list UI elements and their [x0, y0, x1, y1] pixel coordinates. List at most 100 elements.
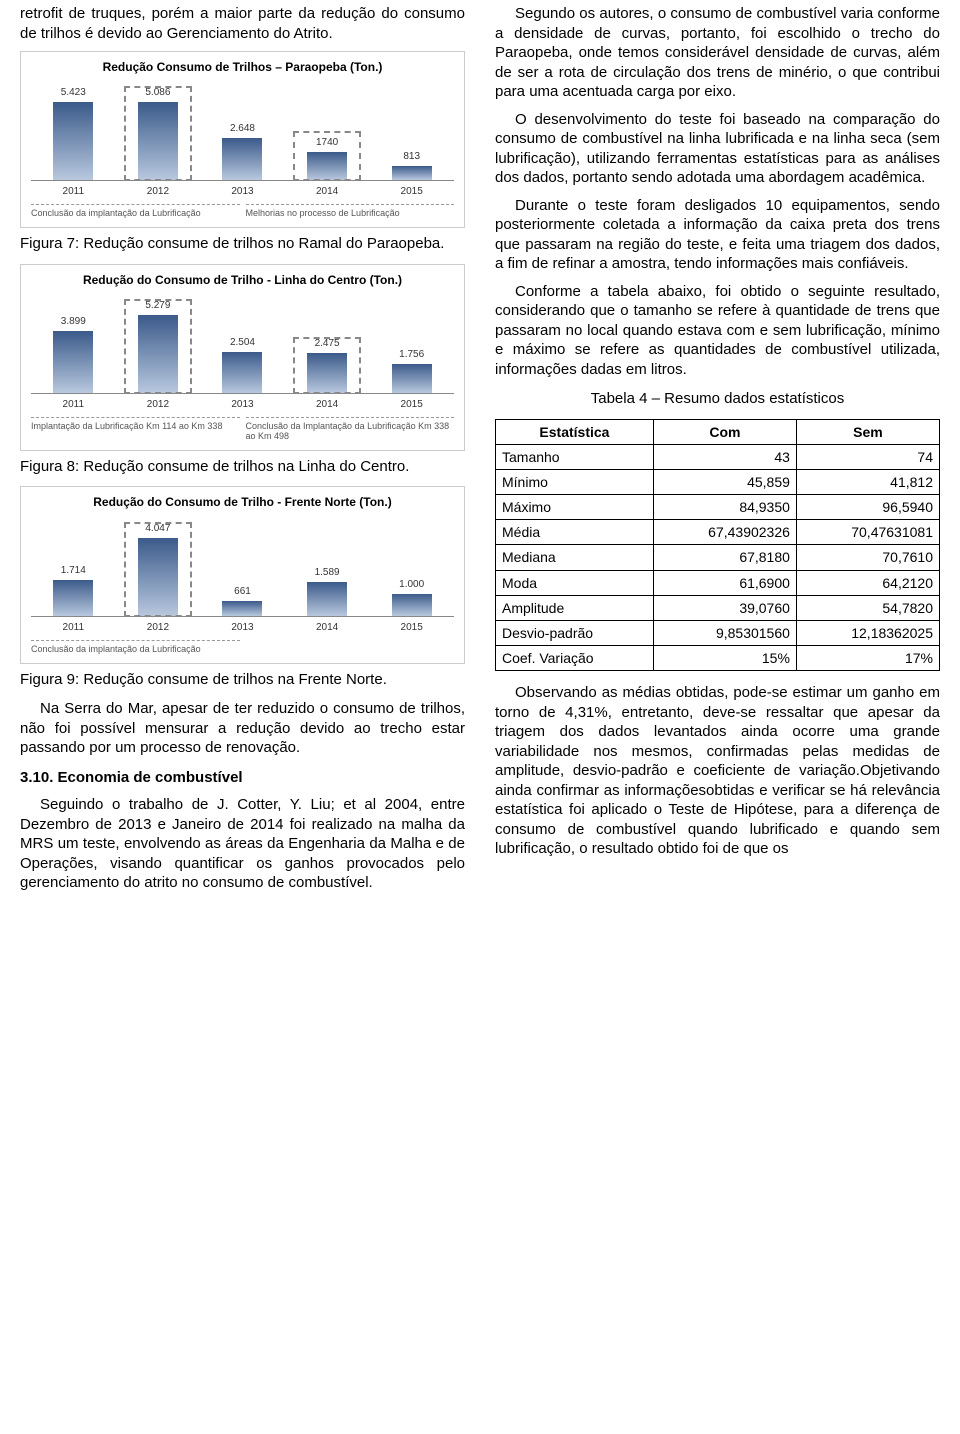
- chart-year: 2013: [200, 185, 285, 198]
- th-stat: Estatística: [496, 419, 654, 444]
- chart-note: Melhorias no processo de Lubrificação: [246, 204, 455, 219]
- td-sem: 54,7820: [796, 595, 939, 620]
- bar-slot: 2.648: [200, 86, 285, 180]
- right-para1: Segundo os autores, o consumo de combust…: [495, 4, 940, 102]
- chart-note: Conclusão da implantação da Lubrificação: [31, 640, 240, 655]
- bar: [138, 538, 178, 616]
- table-row: Máximo84,935096,5940: [496, 495, 940, 520]
- section-3-10: 3.10. Economia de combustível: [20, 768, 465, 788]
- td-com: 84,9350: [653, 495, 796, 520]
- fig9-caption: Figura 9: Redução consume de trilhos na …: [20, 670, 465, 690]
- bar-slot: 4.047: [116, 522, 201, 616]
- bar-value: 5.279: [145, 299, 170, 312]
- table-row: Moda61,690064,2120: [496, 570, 940, 595]
- chart-bars: 1.714 4.047 661 1.589 1.000: [31, 522, 454, 617]
- table-row: Desvio-padrão9,8530156012,18362025: [496, 621, 940, 646]
- td-sem: 17%: [796, 646, 939, 671]
- chart-title: Redução do Consumo de Trilho - Frente No…: [31, 495, 454, 509]
- stats-table: Estatística Com Sem Tamanho4374Mínimo45,…: [495, 419, 940, 672]
- right-para4: Conforme a tabela abaixo, foi obtido o s…: [495, 282, 940, 380]
- th-sem: Sem: [796, 419, 939, 444]
- bar: [53, 102, 93, 180]
- bar: [53, 331, 93, 393]
- chart-years: 20112012201320142015: [31, 621, 454, 634]
- td-com: 61,6900: [653, 570, 796, 595]
- table-row: Tamanho4374: [496, 444, 940, 469]
- chart-notes: Conclusão da implantação da Lubrificação…: [31, 204, 454, 219]
- chart-year: 2014: [285, 185, 370, 198]
- bar-slot: 813: [369, 86, 454, 180]
- bar-value: 813: [403, 150, 420, 163]
- column-left: retrofit de truques, porém a maior parte…: [20, 4, 465, 901]
- chart-year: 2015: [369, 398, 454, 411]
- chart-year: 2012: [116, 621, 201, 634]
- table4-caption: Tabela 4 – Resumo dados estatísticos: [495, 389, 940, 409]
- chart-frente-norte: Redução do Consumo de Trilho - Frente No…: [20, 486, 465, 663]
- para-serra: Na Serra do Mar, apesar de ter reduzido …: [20, 699, 465, 758]
- chart-paraopeba: Redução Consumo de Trilhos – Paraopeba (…: [20, 51, 465, 228]
- chart-title: Redução do Consumo de Trilho - Linha do …: [31, 273, 454, 287]
- chart-year: 2014: [285, 398, 370, 411]
- th-com: Com: [653, 419, 796, 444]
- bar: [307, 353, 347, 393]
- chart-bars: 5.423 5.086 2.648 1740 813: [31, 86, 454, 181]
- bar-value: 4.047: [145, 522, 170, 535]
- td-com: 9,85301560: [653, 621, 796, 646]
- bar-slot: 5.423: [31, 86, 116, 180]
- chart-year: 2012: [116, 185, 201, 198]
- bar-slot: 1740: [285, 86, 370, 180]
- column-right: Segundo os autores, o consumo de combust…: [495, 4, 940, 901]
- bar: [138, 315, 178, 393]
- chart-years: 20112012201320142015: [31, 398, 454, 411]
- chart-year: 2013: [200, 621, 285, 634]
- chart-year: 2011: [31, 185, 116, 198]
- td-sem: 70,47631081: [796, 520, 939, 545]
- td-com: 43: [653, 444, 796, 469]
- bar-value: 1.589: [315, 566, 340, 579]
- bar-slot: 1.000: [369, 522, 454, 616]
- bar: [222, 138, 262, 180]
- bar-value: 5.086: [145, 86, 170, 99]
- bar-slot: 661: [200, 522, 285, 616]
- bar-slot: 1.589: [285, 522, 370, 616]
- table-row: Mínimo45,85941,812: [496, 469, 940, 494]
- bar: [307, 582, 347, 616]
- chart-notes: Implantação da Lubrificação Km 114 ao Km…: [31, 417, 454, 442]
- bar-value: 3.899: [61, 315, 86, 328]
- bar-value: 1740: [316, 136, 338, 149]
- chart-year: 2012: [116, 398, 201, 411]
- fig8-caption: Figura 8: Redução consume de trilhos na …: [20, 457, 465, 477]
- bar-value: 2.475: [315, 337, 340, 350]
- td-stat: Média: [496, 520, 654, 545]
- bar-value: 1.714: [61, 564, 86, 577]
- chart-note-empty: [246, 640, 455, 655]
- td-stat: Mediana: [496, 545, 654, 570]
- bar: [392, 364, 432, 393]
- table-row: Média67,4390232670,47631081: [496, 520, 940, 545]
- chart-bars: 3.8995.2792.5042.4751.756: [31, 299, 454, 394]
- para-cotter: Seguindo o trabalho de J. Cotter, Y. Liu…: [20, 795, 465, 893]
- bar-value: 1.000: [399, 578, 424, 591]
- right-para3: Durante o teste foram desligados 10 equi…: [495, 196, 940, 274]
- td-stat: Moda: [496, 570, 654, 595]
- bar: [307, 152, 347, 180]
- bar-slot: 5.279: [116, 299, 201, 393]
- chart-year: 2011: [31, 398, 116, 411]
- td-sem: 74: [796, 444, 939, 469]
- bar-slot: 2.504: [200, 299, 285, 393]
- td-sem: 70,7610: [796, 545, 939, 570]
- bar-value: 2.648: [230, 122, 255, 135]
- td-stat: Tamanho: [496, 444, 654, 469]
- chart-year: 2013: [200, 398, 285, 411]
- bar-value: 5.423: [61, 86, 86, 99]
- td-com: 67,8180: [653, 545, 796, 570]
- td-stat: Mínimo: [496, 469, 654, 494]
- right-para2: O desenvolvimento do teste foi baseado n…: [495, 110, 940, 188]
- table-row: Mediana67,818070,7610: [496, 545, 940, 570]
- bar: [222, 352, 262, 393]
- td-com: 45,859: [653, 469, 796, 494]
- chart-year: 2015: [369, 621, 454, 634]
- intro-paragraph: retrofit de truques, porém a maior parte…: [20, 4, 465, 43]
- td-stat: Desvio-padrão: [496, 621, 654, 646]
- td-sem: 41,812: [796, 469, 939, 494]
